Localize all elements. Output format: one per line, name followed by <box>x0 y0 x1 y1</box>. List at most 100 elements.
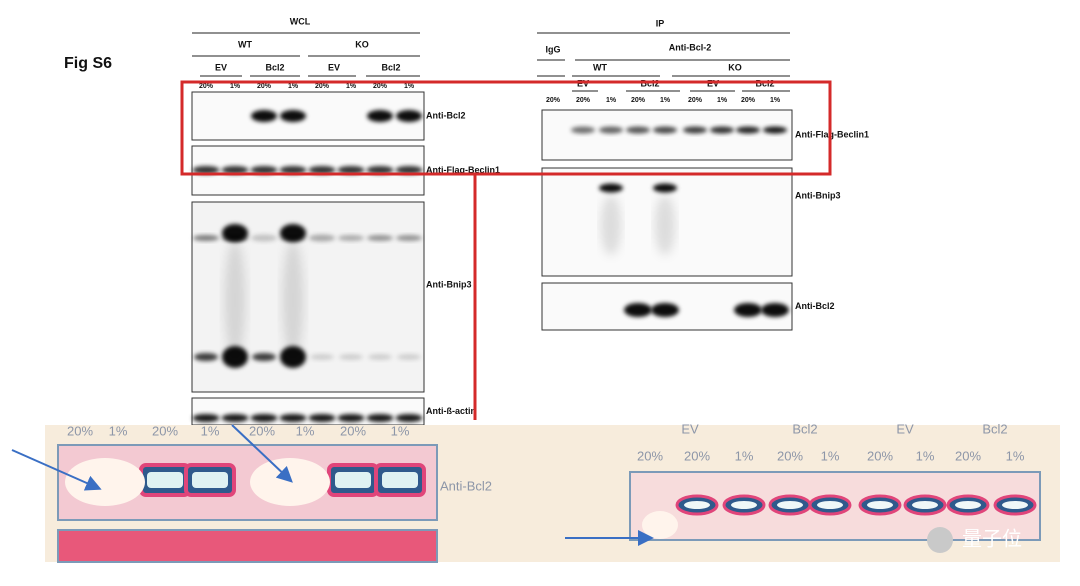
lane-label: 1% <box>288 83 299 90</box>
band <box>367 235 393 241</box>
lane-label: 1% <box>916 448 935 463</box>
lane-label: 1% <box>391 423 410 438</box>
zoom-blot <box>57 529 438 563</box>
lane-label: 20% <box>637 448 663 463</box>
band <box>338 235 364 241</box>
subgroup-label: EV <box>215 62 227 72</box>
panel-title: WCL <box>290 16 311 26</box>
band <box>221 414 249 422</box>
group-label: WT <box>238 39 252 49</box>
band-core <box>777 501 803 509</box>
band-core <box>955 501 981 509</box>
lane-label: 20% <box>867 448 893 463</box>
band <box>395 414 423 422</box>
lane-label: 20% <box>777 448 803 463</box>
lane-label: 1% <box>109 423 128 438</box>
highlight-box <box>180 80 832 176</box>
lane-label: 1% <box>717 97 728 104</box>
panel-title: IP <box>656 18 665 28</box>
band <box>396 235 422 241</box>
band <box>761 303 789 317</box>
control-label: IgG <box>546 44 561 54</box>
lane-label: 20% <box>315 83 330 90</box>
band <box>309 234 335 242</box>
subgroup-label: Bcl2 <box>265 62 284 72</box>
band <box>653 183 677 193</box>
band-core <box>147 472 183 488</box>
lane-label: 20% <box>249 423 275 438</box>
band <box>337 414 365 422</box>
lane-label: 1% <box>660 97 671 104</box>
subgroup-label: EV <box>896 421 914 436</box>
band <box>222 224 248 242</box>
band <box>624 303 652 317</box>
band-core <box>1002 501 1028 509</box>
subgroup-label: EV <box>328 62 340 72</box>
zoom-blots: 20% 1% 20% 1% 20% 1% 20% 1% Anti-Bcl2 EV Bcl2 EV Bcl… <box>57 421 1041 563</box>
band <box>368 354 392 360</box>
blank-area <box>65 458 145 506</box>
band <box>279 166 307 174</box>
antibody-label: Anti-Bcl-2 <box>669 42 712 52</box>
blot-label: Anti-ß-actin <box>426 406 476 416</box>
band <box>250 166 278 174</box>
lane-label: 20% <box>152 423 178 438</box>
lane-label: 20% <box>199 83 214 90</box>
lane-label: 20% <box>688 97 703 104</box>
band <box>366 414 394 422</box>
band <box>655 195 675 255</box>
band <box>599 183 623 193</box>
band <box>310 354 334 360</box>
band <box>251 110 277 122</box>
arrow <box>231 424 293 483</box>
subgroup-label: Bcl2 <box>381 62 400 72</box>
blot-label: Anti-Bcl2 <box>795 301 835 311</box>
lane-label: 1% <box>606 97 617 104</box>
lane-label: 1% <box>296 423 315 438</box>
lane-label: 20% <box>576 97 591 104</box>
lane-label: 20% <box>631 97 646 104</box>
lane-label: 20% <box>257 83 272 90</box>
lane-label: 1% <box>821 448 840 463</box>
band <box>224 240 246 360</box>
band-core <box>817 501 843 509</box>
band <box>599 126 623 134</box>
band <box>280 110 306 122</box>
lane-label: 20% <box>684 448 710 463</box>
band <box>626 126 650 134</box>
band <box>308 414 336 422</box>
band <box>397 354 421 360</box>
arrow <box>11 449 102 491</box>
lane-label: 20% <box>340 423 366 438</box>
lane-label: 20% <box>955 448 981 463</box>
band <box>396 110 422 122</box>
band <box>194 353 218 361</box>
lane-label: 1% <box>230 83 241 90</box>
group-label: KO <box>728 62 742 72</box>
blot-label: Anti-Bcl2 <box>440 478 492 493</box>
band <box>651 303 679 317</box>
band <box>251 234 277 242</box>
blots: WCL WT KO EV Bcl2 EV Bcl2 20% 1% 20% 1% 20% 1% 20% 1% A… <box>191 16 869 426</box>
band-core <box>684 501 710 509</box>
band-core <box>912 501 938 509</box>
band <box>337 166 365 174</box>
band <box>279 414 307 422</box>
lane-label: 1% <box>404 83 415 90</box>
group-label: WT <box>593 62 607 72</box>
band <box>736 126 760 134</box>
band <box>601 195 621 255</box>
band <box>367 110 393 122</box>
subgroup-label: Bcl2 <box>792 421 817 436</box>
lane-label: 20% <box>373 83 388 90</box>
subgroup-label: Bcl2 <box>982 421 1007 436</box>
band <box>280 224 306 242</box>
blot <box>541 109 793 161</box>
band <box>282 240 304 360</box>
lane-label: 1% <box>346 83 357 90</box>
band <box>653 126 677 134</box>
watermark-icon <box>927 527 953 553</box>
band <box>339 354 363 360</box>
blot-label: Anti-Bnip3 <box>795 190 841 200</box>
